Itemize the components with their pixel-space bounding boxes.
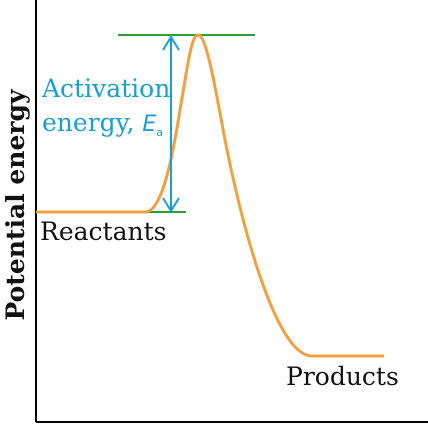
energy-curve <box>36 33 384 358</box>
products-label: Products <box>286 362 399 391</box>
activation-energy-word: energy, <box>42 108 142 137</box>
arrow-head-down <box>162 197 180 213</box>
activation-subscript: a <box>156 126 163 139</box>
activation-label-line1: Activation <box>41 74 170 103</box>
y-axis-label: Potential energy <box>1 88 30 321</box>
activation-symbol: E <box>142 112 156 137</box>
reactants-label: Reactants <box>40 217 166 246</box>
arrow-head-up <box>162 35 180 51</box>
activation-label-line2: energy, Ea <box>42 108 163 139</box>
